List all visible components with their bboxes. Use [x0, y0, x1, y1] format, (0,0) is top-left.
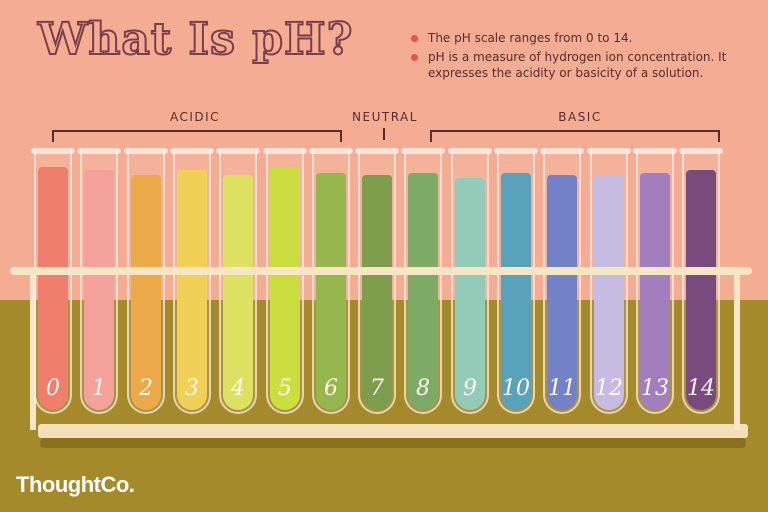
- test-tube: 2: [124, 148, 168, 416]
- ph-number: 4: [231, 376, 245, 401]
- rack-bar: [10, 267, 752, 275]
- ph-number: 2: [139, 376, 153, 401]
- tube-liquid: [316, 173, 346, 410]
- tube-rim: [355, 148, 399, 154]
- ph-number: 12: [595, 376, 623, 401]
- basic-label: BASIC: [558, 110, 602, 124]
- tube-liquid: [455, 178, 485, 410]
- tube-liquid: [547, 175, 577, 410]
- tube-rim: [124, 148, 168, 154]
- neutral-label: NEUTRAL: [352, 110, 418, 124]
- rack-post-left: [30, 275, 36, 430]
- tube-liquid: [270, 167, 300, 410]
- neutral-tick: [383, 128, 385, 140]
- tube-glass: [404, 148, 442, 414]
- tube-glass: [219, 148, 257, 414]
- tube-rim: [494, 148, 538, 154]
- info-bullets: The pH scale ranges from 0 to 14. pH is …: [408, 30, 758, 84]
- ph-number: 9: [463, 376, 477, 401]
- tube-glass: [173, 148, 211, 414]
- tube-glass: [358, 148, 396, 414]
- tube-glass: [312, 148, 350, 414]
- test-tube: 10: [494, 148, 538, 416]
- tube-liquid: [594, 175, 624, 410]
- tube-liquid: [131, 175, 161, 410]
- tube-rim: [448, 148, 492, 154]
- test-tube: 4: [216, 148, 260, 416]
- test-tube: 3: [170, 148, 214, 416]
- ph-number: 5: [278, 376, 292, 401]
- ph-number: 14: [687, 376, 715, 401]
- tube-liquid: [177, 170, 207, 410]
- tube-glass: [636, 148, 674, 414]
- tube-liquid: [362, 175, 392, 410]
- tube-rim: [309, 148, 353, 154]
- bullet-item: The pH scale ranges from 0 to 14.: [408, 30, 758, 46]
- test-tube: 8: [401, 148, 445, 416]
- bullet-text: The pH scale ranges from 0 to 14.: [428, 31, 633, 45]
- rack-post-right: [734, 275, 740, 430]
- rack-base: [38, 424, 748, 438]
- ph-number: 3: [185, 376, 199, 401]
- bullet-item: pH is a measure of hydrogen ion concentr…: [408, 49, 758, 81]
- ph-number: 1: [92, 376, 106, 401]
- tube-liquid: [640, 173, 670, 410]
- bullet-text: pH is a measure of hydrogen ion concentr…: [428, 50, 727, 80]
- tube-glass: [80, 148, 118, 414]
- bullet-dot-icon: [411, 54, 418, 61]
- tube-rim: [263, 148, 307, 154]
- tube-liquid: [501, 173, 531, 410]
- tube-rim: [401, 148, 445, 154]
- ph-number: 10: [502, 376, 530, 401]
- page-title: What Is pH?: [37, 14, 354, 65]
- ph-number: 11: [548, 376, 576, 401]
- test-tube: 13: [633, 148, 677, 416]
- test-tube: 7: [355, 148, 399, 416]
- tube-liquid: [408, 173, 438, 410]
- tube-glass: [266, 148, 304, 414]
- tube-glass: [497, 148, 535, 414]
- tube-rim: [170, 148, 214, 154]
- logo-text: ThoughtCo: [16, 472, 129, 497]
- ph-number: 13: [641, 376, 669, 401]
- ph-number: 0: [46, 376, 60, 401]
- test-tube: 11: [540, 148, 584, 416]
- tube-liquid: [686, 170, 716, 410]
- ph-number: 8: [416, 376, 430, 401]
- basic-bracket: [430, 130, 720, 142]
- tube-glass: [34, 148, 72, 414]
- tube-rim: [633, 148, 677, 154]
- test-tube: 1: [77, 148, 121, 416]
- tube-glass: [451, 148, 489, 414]
- tube-glass: [682, 148, 720, 414]
- tube-rim: [679, 148, 723, 154]
- tube-rim: [540, 148, 584, 154]
- tube-rim: [31, 148, 75, 154]
- test-tube: 0: [31, 148, 75, 416]
- test-tube: 14: [679, 148, 723, 416]
- tube-rim: [216, 148, 260, 154]
- acidic-bracket: [52, 130, 342, 142]
- tube-rim: [587, 148, 631, 154]
- tube-liquid: [38, 167, 68, 410]
- tube-glass: [543, 148, 581, 414]
- acidic-label: ACIDIC: [169, 110, 221, 124]
- ph-number: 7: [370, 376, 384, 401]
- tube-glass: [590, 148, 628, 414]
- tube-rim: [77, 148, 121, 154]
- brand-logo: ThoughtCo.: [16, 472, 135, 498]
- tube-glass: [127, 148, 165, 414]
- tube-liquid: [223, 175, 253, 410]
- logo-dot-icon: .: [128, 472, 135, 497]
- test-tube: 5: [263, 148, 307, 416]
- test-tube: 9: [448, 148, 492, 416]
- bullet-dot-icon: [411, 35, 418, 42]
- ph-number: 6: [324, 376, 338, 401]
- rack-shadow: [40, 438, 746, 448]
- test-tube: 6: [309, 148, 353, 416]
- test-tube: 12: [587, 148, 631, 416]
- tube-liquid: [84, 170, 114, 410]
